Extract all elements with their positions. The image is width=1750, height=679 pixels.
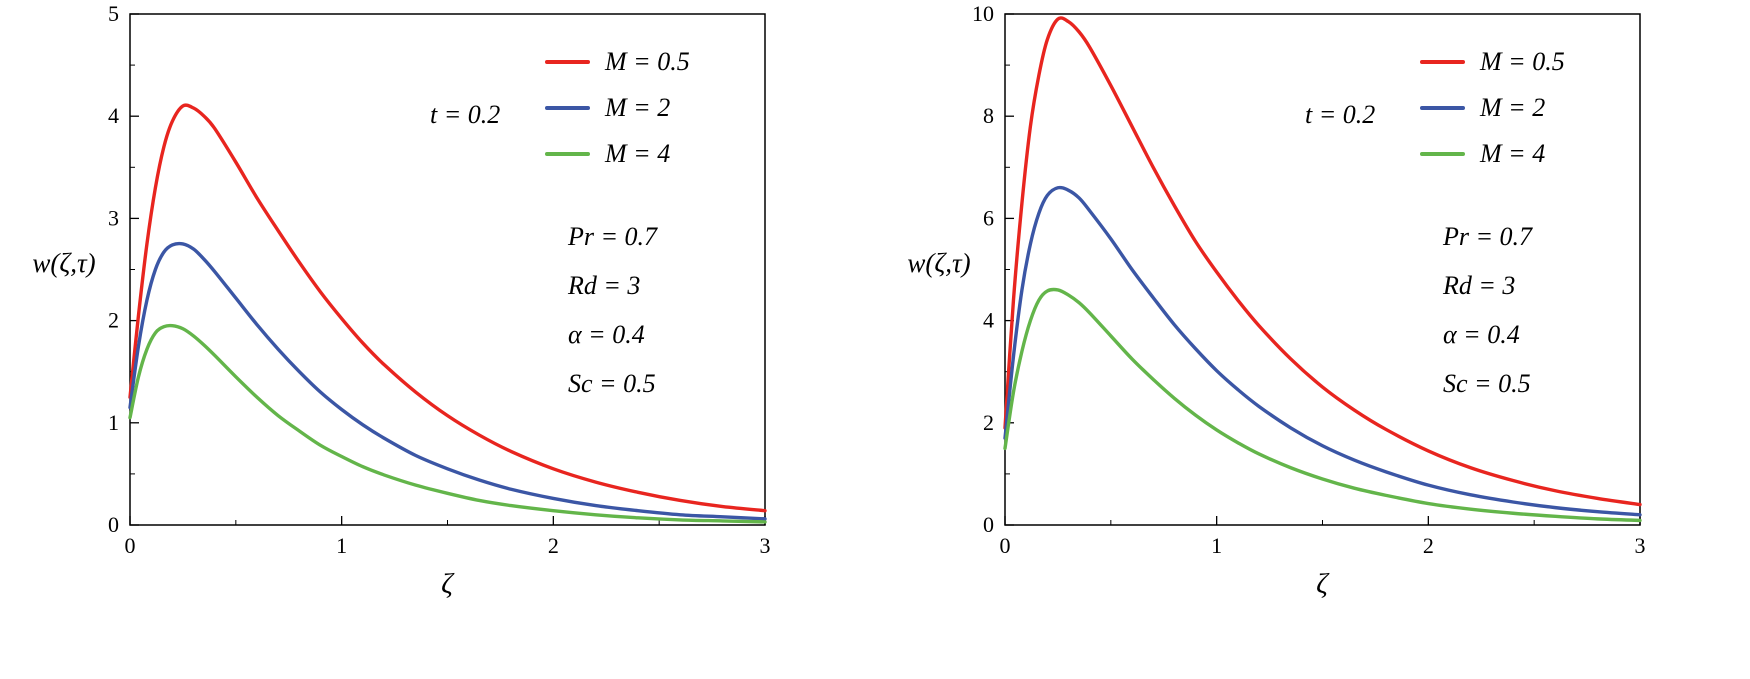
svg-text:3: 3	[760, 533, 771, 558]
svg-text:5: 5	[108, 1, 119, 26]
param-line: Sc = 0.5	[1443, 369, 1531, 398]
legend: M = 0.5 M = 2 M = 4	[545, 47, 690, 168]
legend-label: M = 0.5	[1480, 47, 1565, 76]
chart-panel-left: 0 1 2 3 0 1 2 3 4 5 w(ζ,τ) ζ t = 0.2 M = 0.5 M = …	[32, 1, 771, 600]
svg-text:1: 1	[1211, 533, 1222, 558]
legend-swatch	[1420, 152, 1465, 156]
param-line: Sc = 0.5	[568, 369, 656, 398]
legend-swatch	[545, 60, 590, 64]
legend-swatch	[545, 106, 590, 110]
x-axis-label: ζ	[1316, 568, 1328, 600]
svg-text:0: 0	[108, 512, 119, 537]
svg-text:2: 2	[108, 308, 119, 333]
svg-text:4: 4	[983, 308, 994, 333]
line-chart-right: 0 1 2 3 0 2 4 6 8 10	[972, 1, 1646, 558]
chart-panel-right: 0 1 2 3 0 2 4 6 8 10 w(ζ,τ) ζ t = 0.2 M = 0.5 M =…	[875, 0, 1750, 679]
svg-text:3: 3	[108, 205, 119, 230]
legend-swatch	[1420, 60, 1465, 64]
svg-text:0: 0	[983, 512, 994, 537]
svg-text:4: 4	[108, 103, 119, 128]
params-annotation: Pr = 0.7 Rd = 3 α = 0.4 Sc = 0.5	[568, 220, 657, 400]
params-annotation: Pr = 0.7 Rd = 3 α = 0.4 Sc = 0.5	[1443, 220, 1532, 400]
svg-text:2: 2	[1423, 533, 1434, 558]
legend-item: M = 0.5	[1420, 47, 1565, 76]
legend-swatch	[545, 152, 590, 156]
svg-text:3: 3	[1635, 533, 1646, 558]
legend-item: M = 4	[1420, 139, 1565, 168]
svg-text:2: 2	[983, 410, 994, 435]
param-line: Rd = 3	[568, 271, 641, 300]
legend-label: M = 4	[605, 139, 671, 168]
svg-text:0: 0	[125, 533, 136, 558]
svg-text:8: 8	[983, 103, 994, 128]
t-annotation: t = 0.2	[430, 100, 501, 129]
legend-label: M = 0.5	[605, 47, 690, 76]
legend-label: M = 2	[605, 93, 671, 122]
svg-text:2: 2	[548, 533, 559, 558]
legend-swatch	[1420, 106, 1465, 110]
param-line: Rd = 3	[1443, 271, 1516, 300]
x-axis-label: ζ	[441, 568, 453, 600]
param-line: Pr = 0.7	[1443, 222, 1533, 251]
svg-text:10: 10	[972, 1, 994, 26]
y-axis-label: w(ζ,τ)	[907, 248, 971, 278]
legend-label: M = 4	[1480, 139, 1546, 168]
legend-item: M = 4	[545, 139, 690, 168]
param-line: α = 0.4	[568, 320, 645, 349]
legend-item: M = 0.5	[545, 47, 690, 76]
y-axis-label: w(ζ,τ)	[32, 248, 96, 278]
legend: M = 0.5 M = 2 M = 4	[1420, 47, 1565, 168]
svg-text:0: 0	[1000, 533, 1011, 558]
legend-item: M = 2	[545, 93, 690, 122]
param-line: Pr = 0.7	[568, 222, 658, 251]
legend-item: M = 2	[1420, 93, 1565, 122]
svg-text:1: 1	[336, 533, 347, 558]
svg-text:1: 1	[108, 410, 119, 435]
line-chart-left: 0 1 2 3 0 1 2 3 4 5	[108, 1, 771, 558]
legend-label: M = 2	[1480, 93, 1546, 122]
param-line: α = 0.4	[1443, 320, 1520, 349]
t-annotation: t = 0.2	[1305, 100, 1376, 129]
svg-text:6: 6	[983, 205, 994, 230]
